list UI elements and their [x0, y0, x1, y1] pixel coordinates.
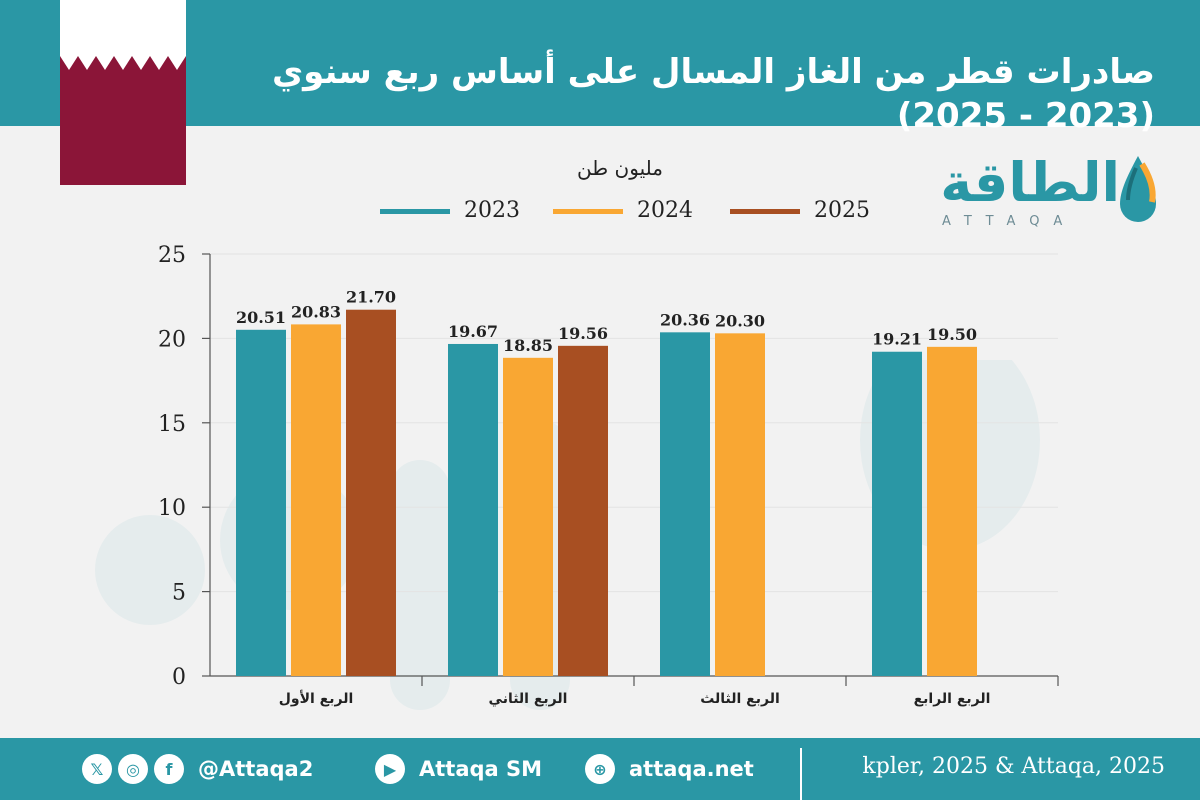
logo-arabic-text: الطاقة: [940, 151, 1120, 214]
website-label: attaqa.net: [629, 757, 754, 781]
youtube-label: Attaqa SM: [419, 757, 543, 781]
data-label: 19.56: [558, 324, 608, 343]
youtube-icon: ▶: [375, 754, 405, 784]
header-bar: صادرات قطر من الغاز المسال على أساس ربع …: [0, 0, 1200, 136]
bar-2025: [346, 309, 396, 676]
facebook-icon[interactable]: f: [154, 754, 184, 784]
instagram-icon[interactable]: ◎: [118, 754, 148, 784]
data-label: 19.21: [872, 330, 922, 349]
bar-2024: [715, 333, 765, 676]
bar-2023: [448, 343, 498, 676]
chart-legend: 2023 2024 2025: [380, 196, 870, 226]
legend-swatch: [730, 209, 800, 214]
footer-bar: 𝕏 ◎ f @Attaqa2 ▶ Attaqa SM ⊕ attaqa.net …: [0, 738, 1200, 800]
youtube-link[interactable]: ▶ Attaqa SM: [375, 752, 542, 786]
source-text: kpler, 2025 & Attaqa, 2025: [862, 754, 1165, 779]
x-tick-label: الربع الأول: [279, 690, 354, 707]
bar-2025: [558, 345, 608, 676]
legend-label: 2023: [464, 198, 520, 223]
legend-swatch: [553, 209, 623, 214]
legend-label: 2025: [814, 198, 870, 223]
y-tick-label: 25: [158, 243, 186, 268]
water-drop-logo-icon: [1120, 156, 1156, 222]
x-tick-label: الربع الرابع: [914, 691, 991, 707]
y-tick-label: 15: [158, 412, 186, 437]
y-tick-label: 0: [172, 665, 186, 690]
logo-latin-text: ATTAQA: [942, 214, 1077, 229]
y-tick-label: 20: [158, 327, 186, 352]
data-label: 18.85: [503, 336, 553, 355]
bar-2024: [291, 324, 341, 676]
legend-label: 2024: [637, 198, 693, 223]
social-handle[interactable]: @Attaqa2: [198, 757, 314, 781]
page-title: صادرات قطر من الغاز المسال على أساس ربع …: [271, 52, 1155, 136]
data-label: 19.67: [448, 322, 498, 341]
y-tick-label: 10: [158, 496, 186, 521]
x-tick-label: الربع الثاني: [489, 691, 568, 707]
website-link[interactable]: ⊕ attaqa.net: [585, 752, 754, 786]
bar-2024: [503, 357, 553, 676]
legend-swatch: [380, 209, 450, 214]
data-label: 21.70: [346, 288, 396, 307]
globe-icon: ⊕: [585, 754, 615, 784]
data-label: 20.83: [291, 302, 341, 321]
data-label: 20.30: [715, 311, 765, 330]
data-label: 20.51: [236, 308, 286, 327]
social-links-group: 𝕏 ◎ f @Attaqa2: [82, 752, 313, 786]
footer-divider: [800, 748, 802, 800]
data-label: 19.50: [927, 325, 977, 344]
qatar-flag-icon: [60, 0, 186, 185]
data-label: 20.36: [660, 310, 710, 329]
bar-2023: [872, 351, 922, 676]
x-tick-label: الربع الثالث: [700, 691, 780, 707]
x-icon[interactable]: 𝕏: [82, 754, 112, 784]
attaqa-logo: الطاقة ATTAQA: [930, 150, 1160, 240]
bar-2024: [927, 346, 977, 676]
unit-label: مليون طن: [577, 156, 663, 180]
bar-2023: [236, 329, 286, 676]
y-tick-label: 5: [172, 581, 186, 606]
bar-2023: [660, 332, 710, 676]
